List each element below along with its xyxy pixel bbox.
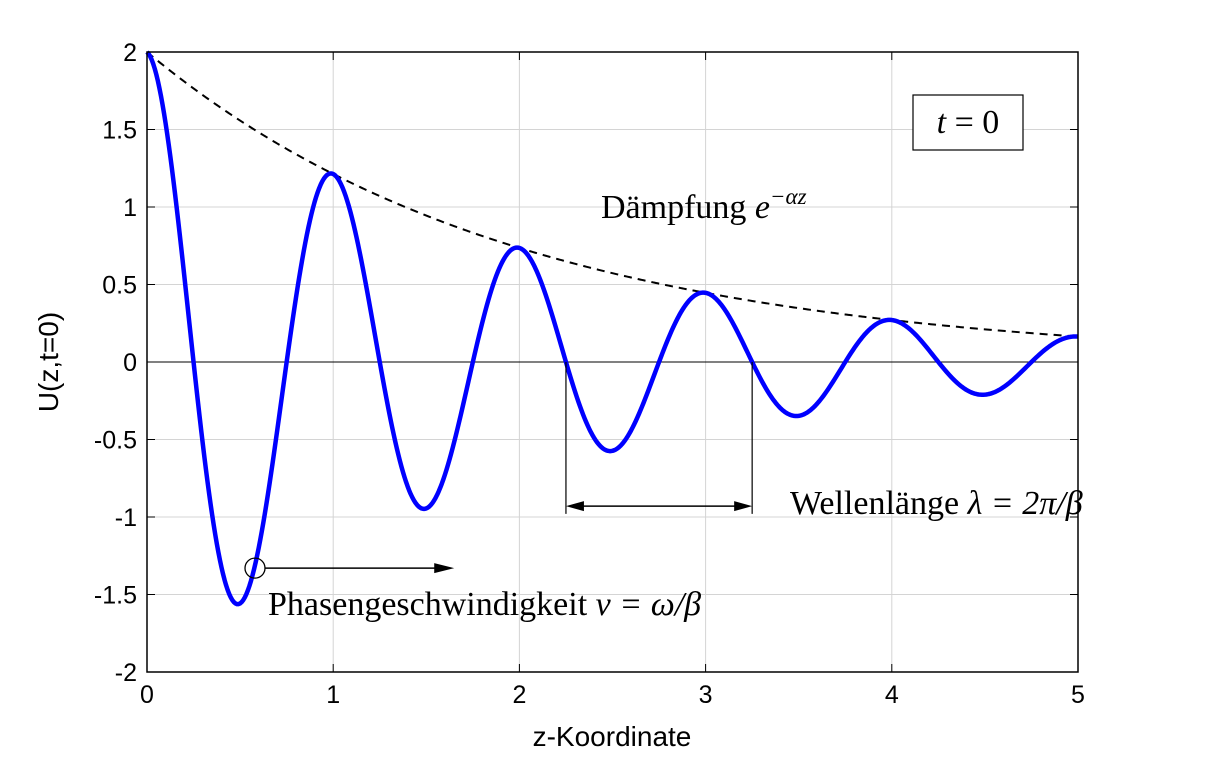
x-tick-label: 1 (326, 681, 340, 709)
x-axis-label: z-Koordinate (533, 721, 692, 752)
y-tick-label: 0 (123, 349, 137, 377)
y-tick-label: 1 (123, 194, 137, 222)
series-signal (145, 50, 1079, 607)
wavelength-annotation: Wellenlänge λ = 2π/β (565, 362, 1083, 522)
x-tick-label: 3 (699, 681, 713, 709)
wavelength-label: Wellenlänge λ = 2π/β (790, 485, 1083, 522)
y-axis-label: U(z,t=0) (33, 312, 64, 412)
time-annotation: t = 0 (912, 94, 1024, 151)
time-annotation-text: t = 0 (937, 104, 1000, 141)
time-annotation-box (912, 94, 1024, 151)
wavelength-arrowhead-left (565, 501, 584, 512)
tick-labels: 0 1 2 3 4 5 2 1.5 1 0.5 0 -0.5 -1 -1.5 -2 (94, 39, 1085, 709)
plot-frame (146, 51, 1079, 673)
y-tick-label: 2 (123, 39, 137, 67)
wavelength-arrowhead-right (734, 501, 753, 512)
x-tick-label: 4 (885, 681, 899, 709)
y-tick-label: -1.5 (94, 582, 137, 610)
damping-annotation: Dämpfung e−αz (601, 184, 807, 226)
phase-velocity-label: Phasengeschwindigkeit v = ω/β (268, 586, 701, 623)
phase-velocity-annotation: Phasengeschwindigkeit v = ω/β (244, 557, 701, 623)
x-tick-label: 0 (140, 681, 154, 709)
y-tick-label: 0.5 (102, 272, 137, 300)
y-tick-label: -1 (115, 504, 137, 532)
series-envelope (146, 51, 1079, 338)
x-tick-label: 5 (1071, 681, 1085, 709)
y-tick-label: -0.5 (94, 427, 137, 455)
y-tick-label: 1.5 (102, 117, 137, 145)
x-tick-label: 2 (512, 681, 526, 709)
phase-velocity-arrowhead (434, 563, 455, 574)
y-tick-label: -2 (115, 659, 137, 687)
